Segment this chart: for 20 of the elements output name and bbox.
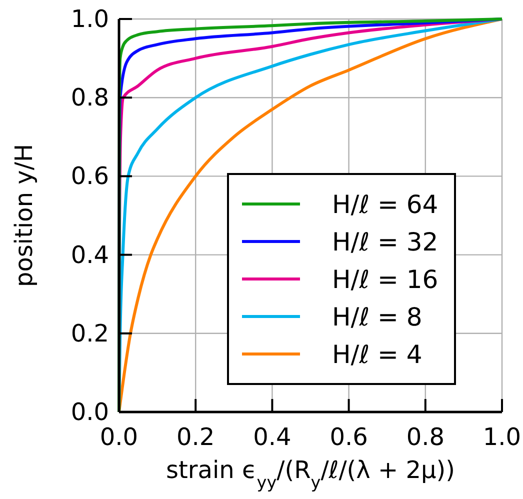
legend-label: H/ℓ = 16 [332,265,438,294]
x-tick-label: 0.8 [406,423,444,451]
x-tick-label: 0.0 [100,423,138,451]
legend-label: H/ℓ = 4 [332,340,422,369]
x-axis-title: strain ϵ$_{yy}$/(R$_{y}$/ℓ/(λ + 2μ)) [166,456,455,492]
y-tick-label: 0.8 [70,84,109,112]
legend-label: H/ℓ = 64 [332,190,438,219]
x-tick-label: 0.4 [253,423,292,451]
line-series [118,18,504,414]
legend-label: H/ℓ = 32 [332,228,438,256]
y-tick-label: 0.2 [70,319,109,348]
x-tick-label: 0.6 [330,423,368,451]
legend-label: H/ℓ = 8 [332,302,422,332]
y-tick-label: 0.0 [70,398,109,426]
x-tick-label: 0.2 [176,423,215,451]
y-tick-label: 1.0 [70,5,109,33]
y-tick-label: 0.4 [70,240,109,269]
y-axis-title: position y/H [10,144,38,288]
y-tick-label: 0.6 [70,162,109,190]
x-tick-label: 1.0 [482,423,522,451]
